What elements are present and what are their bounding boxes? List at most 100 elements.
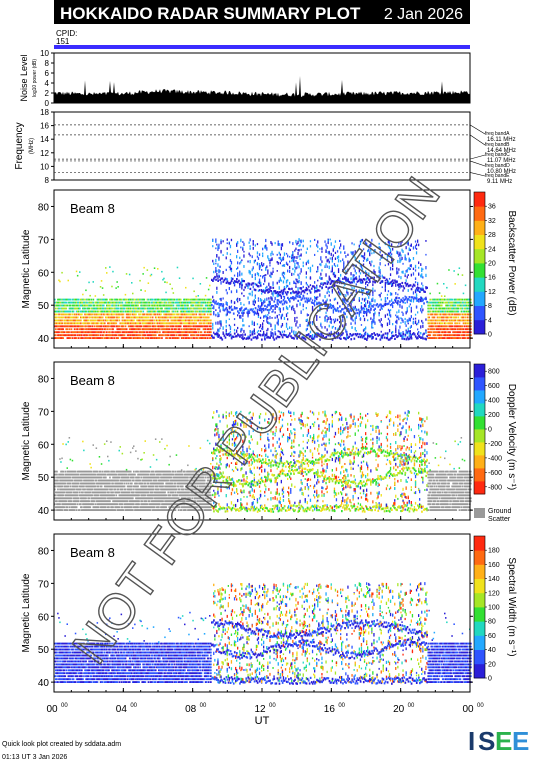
data-cell [411, 325, 412, 328]
data-cell [112, 328, 114, 330]
data-cell [297, 252, 298, 255]
data-cell [223, 271, 224, 274]
data-cell [178, 337, 180, 339]
data-cell [329, 251, 330, 254]
data-cell [123, 311, 125, 313]
data-cell [75, 471, 77, 473]
data-cell [147, 331, 149, 333]
data-cell [387, 332, 389, 334]
data-cell [201, 322, 203, 324]
data-cell [265, 239, 266, 242]
data-cell [411, 299, 412, 302]
data-cell [269, 337, 271, 339]
data-cell [100, 286, 102, 288]
data-cell [88, 308, 90, 310]
data-cell [243, 312, 244, 314]
data-cell [124, 334, 126, 336]
data-cell [292, 268, 293, 270]
data-cell [425, 332, 426, 334]
data-cell [425, 240, 426, 242]
data-cell [422, 276, 423, 278]
data-cell [240, 317, 241, 319]
data-cell [443, 317, 445, 319]
data-cell [267, 272, 268, 275]
data-cell [130, 308, 132, 310]
data-cell [93, 302, 95, 304]
data-cell [272, 281, 273, 284]
data-cell [234, 318, 235, 320]
data-cell [113, 317, 115, 319]
data-cell [172, 328, 174, 330]
data-cell [67, 509, 69, 511]
data-cell [449, 331, 451, 333]
data-cell [415, 314, 416, 316]
data-cell [197, 311, 199, 313]
data-cell [400, 322, 401, 324]
data-cell [215, 322, 216, 325]
data-cell [440, 314, 442, 316]
data-cell [308, 267, 309, 269]
data-cell [215, 248, 216, 250]
data-cell [462, 325, 464, 327]
data-cell [446, 325, 448, 327]
data-cell [67, 506, 69, 508]
data-cell [210, 311, 212, 313]
data-cell [307, 248, 308, 250]
data-cell [63, 506, 65, 508]
data-cell [415, 321, 416, 325]
data-cell [192, 305, 194, 307]
data-cell [123, 314, 125, 316]
data-cell [98, 334, 100, 336]
data-cell [406, 279, 407, 282]
data-cell [207, 337, 209, 339]
noise-tick-label: 10 [40, 49, 49, 58]
data-cell [413, 300, 414, 302]
data-cell [201, 308, 203, 310]
data-cell [79, 271, 81, 273]
data-cell [254, 304, 255, 306]
data-cell [261, 293, 262, 295]
data-cell [155, 334, 157, 336]
data-cell [210, 299, 212, 301]
data-cell [399, 301, 401, 303]
data-cell [310, 240, 311, 242]
freq-band-connector [470, 172, 485, 176]
data-cell [227, 313, 228, 316]
data-cell [253, 240, 254, 242]
data-cell [443, 320, 445, 322]
data-cell [214, 276, 216, 278]
data-cell [317, 268, 318, 270]
data-cell [390, 309, 391, 311]
data-cell [420, 325, 421, 328]
data-cell [126, 273, 128, 275]
data-cell [56, 471, 58, 473]
cpid-value: 151 [56, 37, 70, 46]
data-cell [340, 243, 341, 246]
data-cell [396, 311, 397, 313]
data-cell [272, 284, 273, 286]
data-cell [61, 320, 63, 322]
data-cell [281, 300, 283, 302]
data-cell [243, 337, 245, 339]
freq-tick-label: 16 [40, 122, 49, 131]
data-cell [193, 314, 195, 316]
data-cell [120, 331, 122, 333]
data-cell [218, 247, 219, 249]
colorbar-tick-label: 20 [488, 261, 496, 268]
data-cell [289, 256, 290, 258]
data-cell [124, 308, 126, 310]
data-cell [143, 331, 145, 333]
data-cell [104, 331, 106, 333]
data-cell [458, 274, 460, 276]
data-cell [126, 328, 128, 330]
data-cell [464, 325, 466, 327]
data-cell [109, 266, 111, 268]
data-cell [266, 247, 267, 250]
data-cell [275, 317, 276, 319]
data-cell [119, 325, 121, 327]
data-cell [292, 305, 293, 307]
data-cell [195, 331, 197, 333]
data-cell [317, 266, 318, 268]
data-cell [437, 314, 439, 316]
data-cell [70, 314, 72, 316]
